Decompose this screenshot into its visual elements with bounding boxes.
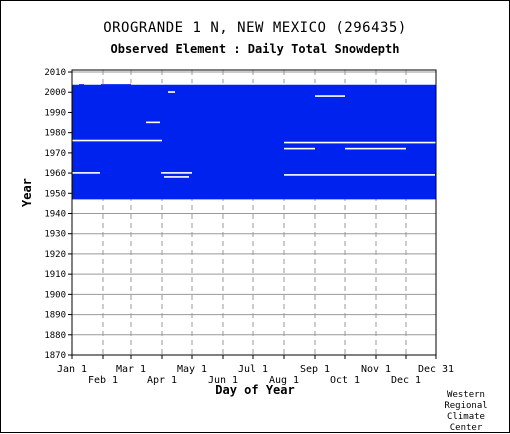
data-coverage bbox=[72, 84, 436, 200]
x-tick-label: Jun 1 bbox=[208, 375, 238, 386]
missing-segment bbox=[161, 172, 192, 174]
missing-segment bbox=[72, 139, 162, 142]
chart-subtitle: Observed Element : Daily Total Snowdepth bbox=[110, 42, 400, 56]
x-tick-label: May 1 bbox=[177, 364, 207, 375]
y-tick-label: 1990 bbox=[44, 108, 66, 118]
missing-segment bbox=[284, 147, 315, 150]
y-tick-label: 1900 bbox=[44, 290, 66, 300]
x-tick-label: Jan 1 bbox=[57, 364, 87, 375]
missing-segment bbox=[84, 83, 101, 85]
missing-segment bbox=[131, 83, 437, 85]
x-tick-label: Apr 1 bbox=[147, 375, 177, 386]
y-tick-label: 1910 bbox=[44, 270, 66, 280]
missing-segment bbox=[315, 95, 345, 97]
missing-segment bbox=[345, 147, 406, 150]
plot-border bbox=[71, 69, 437, 356]
chart-title: OROGRANDE 1 N, NEW MEXICO (296435) bbox=[103, 20, 407, 36]
x-tick-label: Jul 1 bbox=[238, 364, 268, 375]
y-tick-label: 2000 bbox=[44, 88, 66, 98]
credit-text: Western Regional Climate Center bbox=[444, 390, 488, 433]
axes: 1870 1880 1890 1900 1910 1920 1930 1940 1950 1960… bbox=[44, 68, 454, 386]
y-tick-label: 1960 bbox=[44, 169, 66, 179]
data-coverage-block bbox=[72, 84, 436, 200]
y-tick-label: 1970 bbox=[44, 149, 66, 159]
x-tick-label: Mar 1 bbox=[116, 364, 146, 375]
x-axis-label: Day of Year bbox=[215, 383, 295, 397]
x-tick-label: Nov 1 bbox=[361, 364, 391, 375]
x-tick-label: Dec 31 bbox=[418, 364, 454, 375]
x-tick-label: Oct 1 bbox=[330, 375, 360, 386]
y-tick-label: 1870 bbox=[44, 351, 66, 361]
missing-segment bbox=[284, 141, 437, 144]
missing-segment bbox=[284, 174, 435, 176]
y-tick-label: 1940 bbox=[44, 210, 66, 220]
x-tick-label: Dec 1 bbox=[391, 375, 421, 386]
missing-data-segments bbox=[72, 83, 437, 178]
y-tick-label: 1880 bbox=[44, 331, 66, 341]
x-tick-label: Aug 1 bbox=[269, 375, 299, 386]
missing-segment bbox=[146, 121, 160, 124]
y-tick-label: 1920 bbox=[44, 250, 66, 260]
x-tick-label: Feb 1 bbox=[88, 375, 118, 386]
missing-segment bbox=[168, 91, 175, 93]
y-tick-label: 1980 bbox=[44, 129, 66, 139]
y-tick-label: 1890 bbox=[44, 311, 66, 321]
missing-segment bbox=[72, 83, 79, 85]
missing-segment bbox=[164, 176, 189, 178]
missing-segment bbox=[72, 172, 100, 174]
y-tick-label: 1950 bbox=[44, 189, 66, 199]
y-tick-label: 1930 bbox=[44, 230, 66, 240]
x-tick-label: Sep 1 bbox=[300, 364, 330, 375]
y-tick-label: 2010 bbox=[44, 68, 66, 78]
